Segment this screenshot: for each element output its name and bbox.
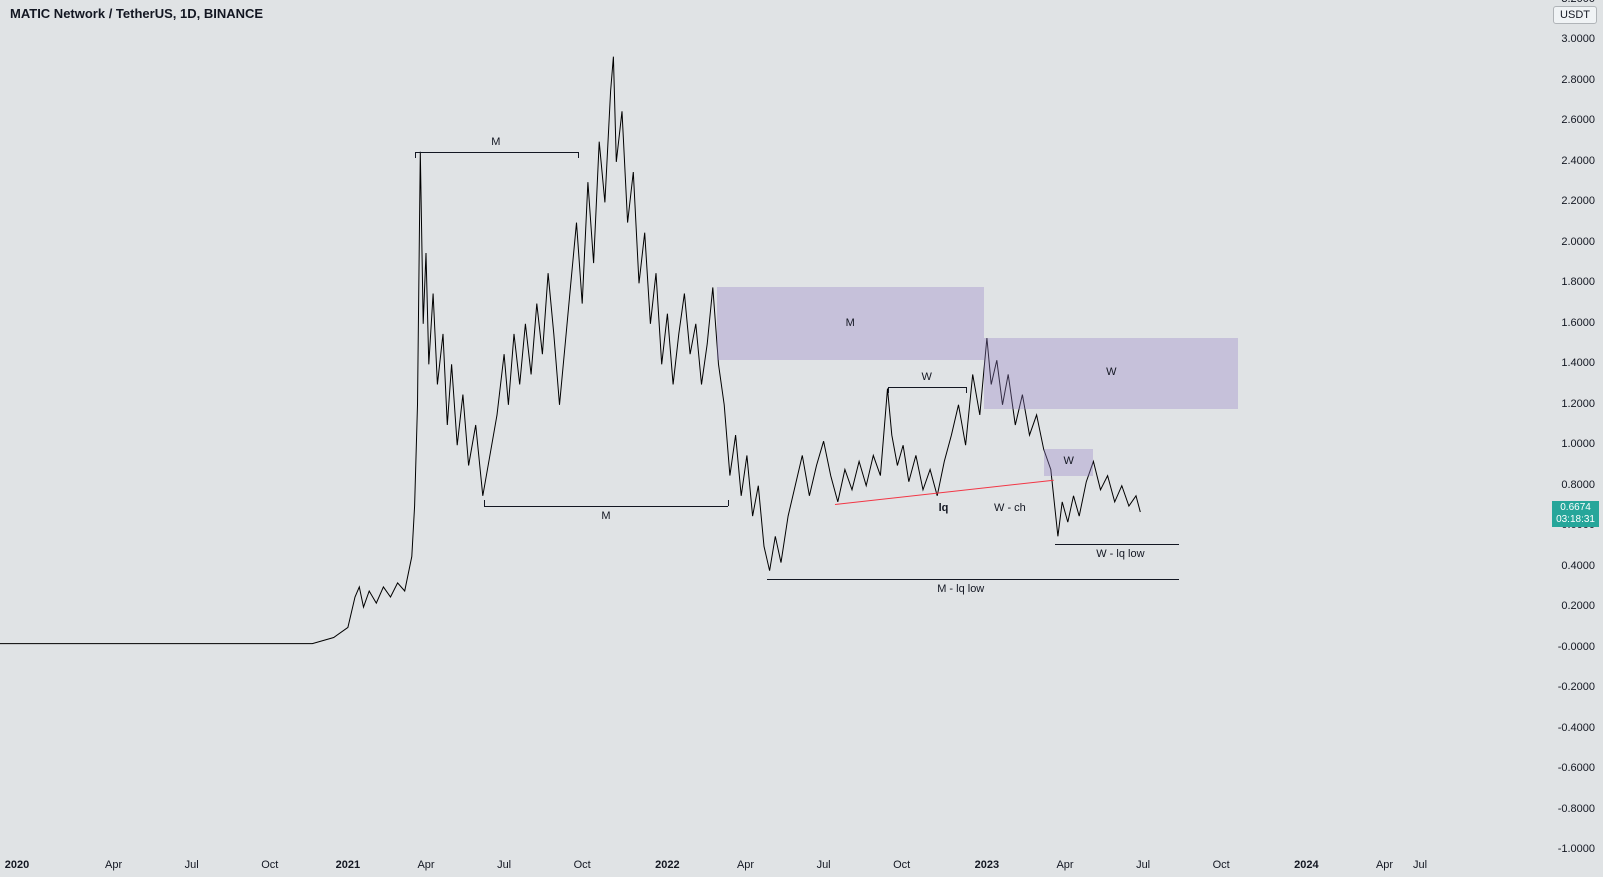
- line-M-lq-low-label: M - lq low: [937, 583, 984, 595]
- price-line: [0, 0, 1603, 877]
- bracket-M-top-label: M: [491, 136, 500, 148]
- bracket-W-top-label: W: [922, 371, 932, 383]
- line-M-lq-low: [767, 579, 1179, 580]
- line-W-lq-low: [1055, 544, 1179, 545]
- zone-M-label: M: [846, 317, 855, 329]
- lbl-lq: lq: [939, 502, 949, 514]
- line-W-lq-low-label: W - lq low: [1096, 548, 1144, 560]
- bracket-M-bot: [484, 506, 728, 507]
- zone-W-large-label: W: [1106, 366, 1116, 378]
- bracket-M-bot-label: M: [601, 510, 610, 522]
- bracket-M-top: [415, 152, 578, 153]
- lbl-W-ch: W - ch: [994, 502, 1026, 514]
- bracket-W-top: [888, 387, 966, 388]
- zone-W-small-label: W: [1064, 455, 1074, 467]
